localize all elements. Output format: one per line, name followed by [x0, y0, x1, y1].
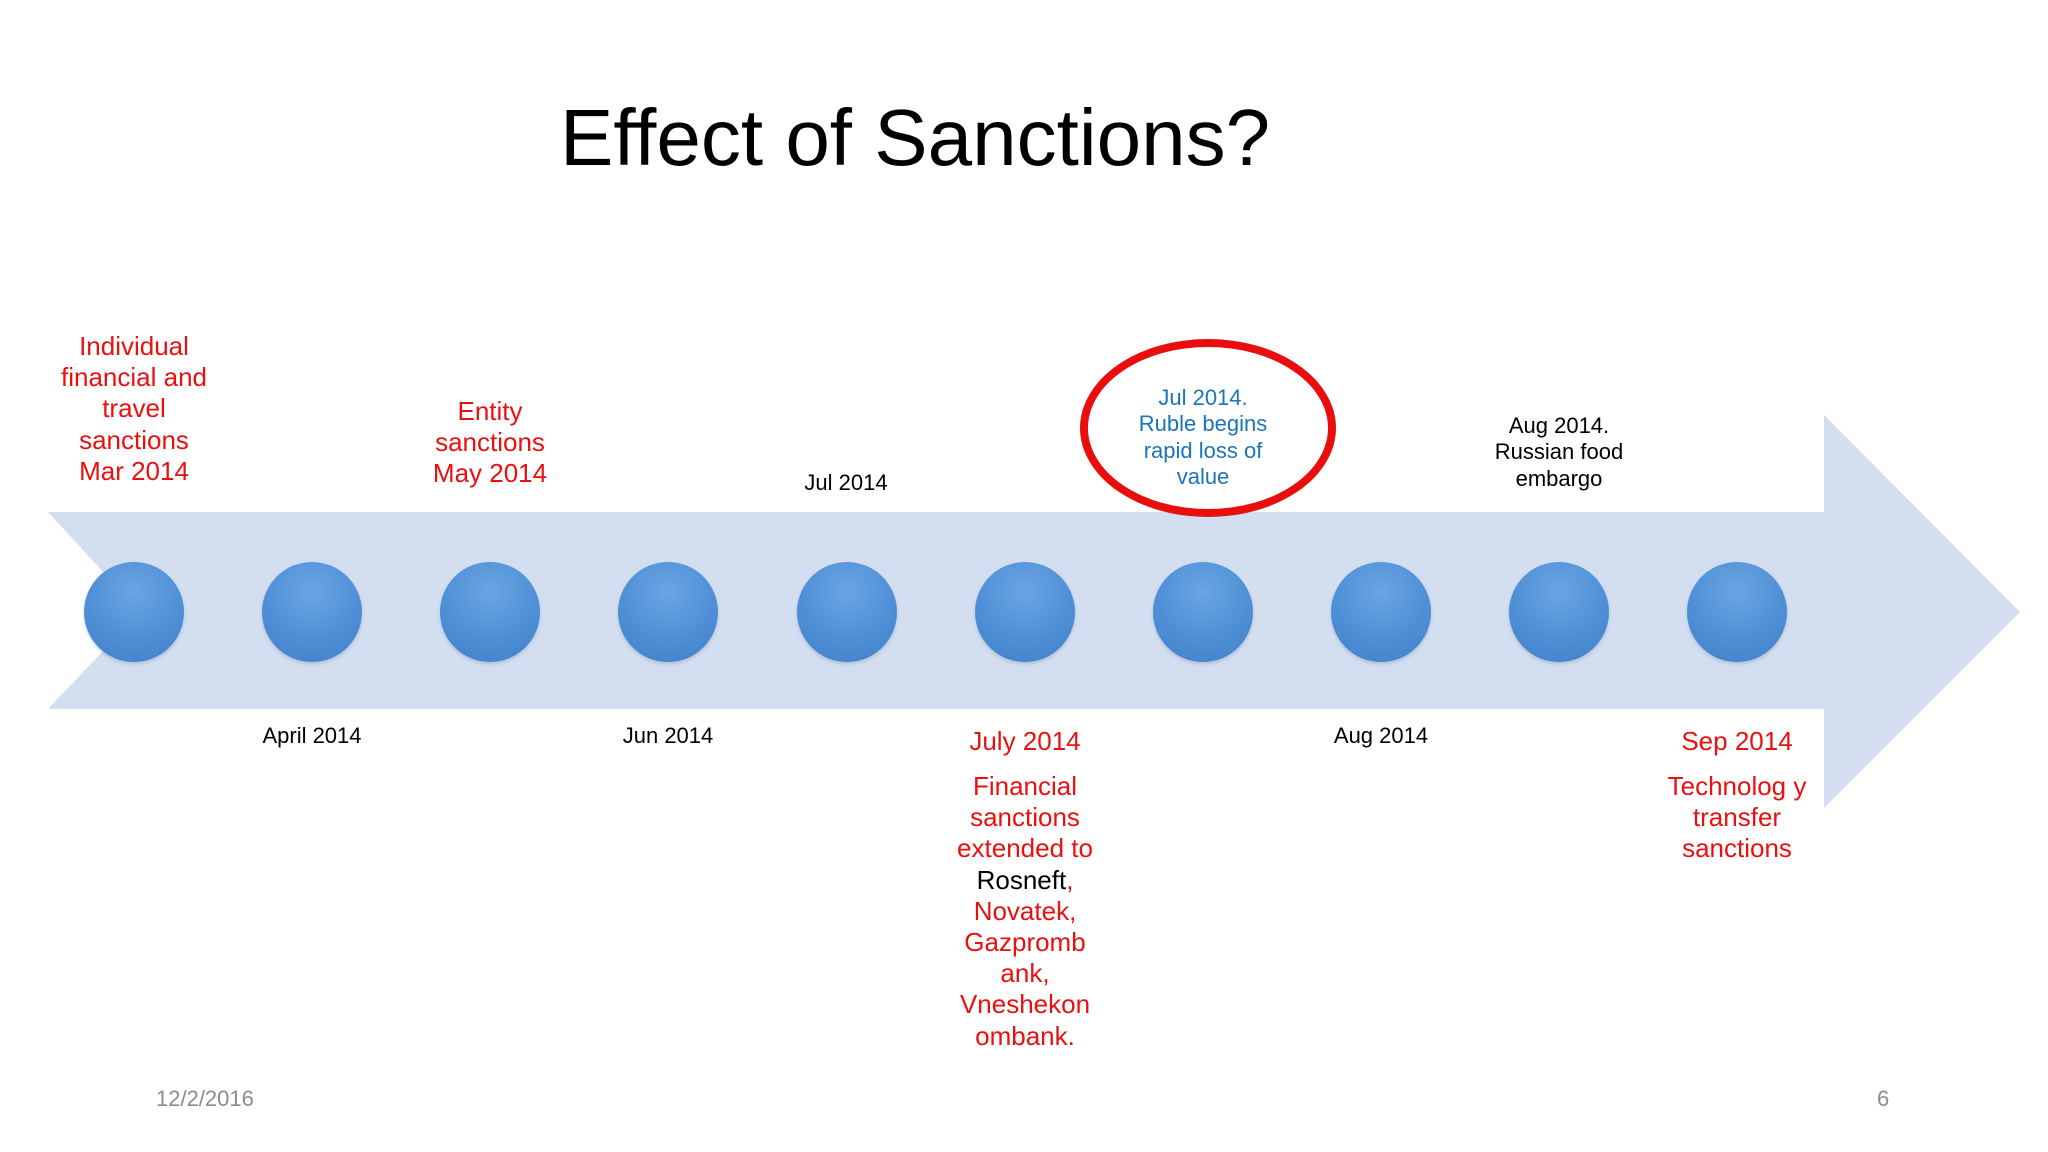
timeline-node-may	[440, 562, 540, 662]
timeline-node-sep	[1687, 562, 1787, 662]
event-label-food-embargo: Aug 2014. Russian food embargo	[1494, 413, 1624, 491]
timeline-node-jul	[797, 562, 897, 662]
event-label-april-2014: April 2014	[262, 723, 362, 748]
july-text-comma: ,	[1066, 864, 1074, 895]
july-text-part1: Financial sanctions extended to	[957, 771, 1093, 864]
event-label-jun-2014: Jun 2014	[622, 723, 714, 748]
timeline-node-mar	[84, 562, 184, 662]
event-label-july-2014-text: Financial sanctions extended to Rosneft,…	[955, 771, 1095, 1052]
event-label-jul-2014: Jul 2014	[804, 470, 888, 495]
timeline-node-aug-embargo	[1509, 562, 1609, 662]
event-label-july-2014-date: July 2014	[969, 726, 1081, 756]
event-label-sep-2014-date: Sep 2014	[1681, 726, 1793, 756]
highlight-circle	[1080, 339, 1336, 517]
timeline-node-ruble	[1153, 562, 1253, 662]
event-label-aug-2014: Aug 2014	[1333, 723, 1429, 748]
timeline-node-aug	[1331, 562, 1431, 662]
july-text-part2: Novatek, Gazpromb ank, Vneshekon ombank.	[959, 895, 1091, 1051]
event-label-sep-2014-text: Technolog y transfer sanctions	[1667, 771, 1807, 864]
timeline-node-jun	[618, 562, 718, 662]
timeline-node-apr	[262, 562, 362, 662]
july-text-rosneft: Rosneft	[976, 864, 1067, 895]
slide-title: Effect of Sanctions?	[560, 93, 1271, 182]
event-label-mar-2014: Individual financial and travel sanction…	[61, 331, 207, 486]
slide-page-number: 6	[1877, 1086, 1890, 1111]
event-label-may-2014: Entity sanctions May 2014	[432, 396, 548, 489]
timeline-node-july	[975, 562, 1075, 662]
slide-date: 12/2/2016	[156, 1086, 254, 1111]
